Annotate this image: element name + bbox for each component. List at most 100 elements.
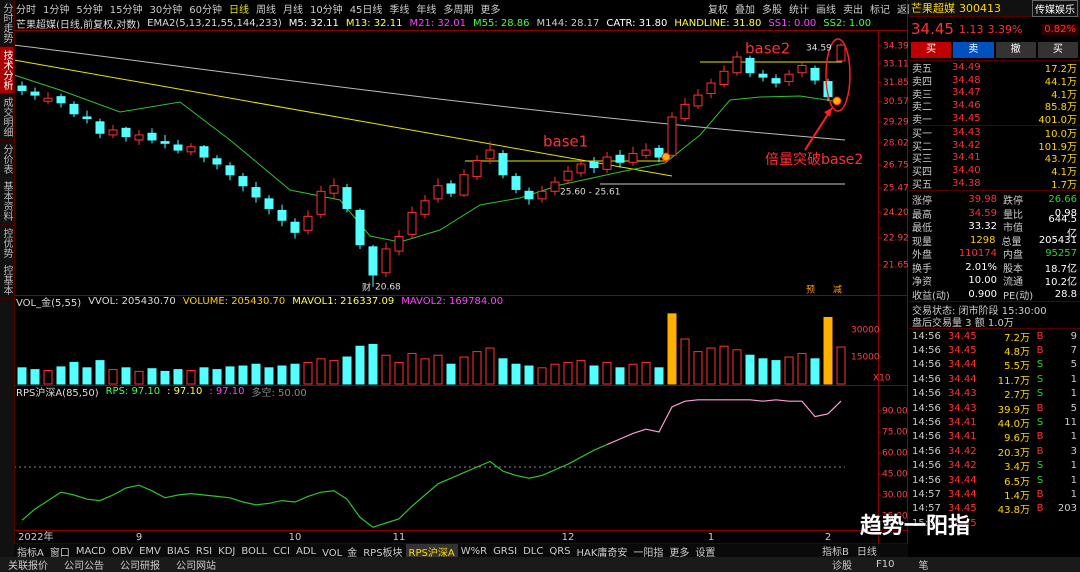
period-tab[interactable]: 年线 — [416, 5, 437, 16]
status-link[interactable]: 关联报价 — [8, 561, 48, 572]
period-tab[interactable]: 周线 — [255, 5, 276, 16]
candle-body — [810, 67, 820, 81]
tool-button[interactable]: 复权 — [708, 5, 728, 16]
tool-button[interactable]: 画线 — [816, 5, 836, 16]
candle-body — [745, 57, 755, 74]
indicator-tab[interactable]: GRSI — [493, 545, 518, 557]
volume-bar — [108, 369, 118, 385]
volume-bar — [550, 363, 560, 385]
annotation: 34.59 — [806, 44, 832, 54]
trade-price: 34.44 — [948, 373, 977, 385]
status-link[interactable]: 公司公告 — [64, 561, 104, 572]
indicator-tab[interactable]: ADL — [295, 545, 317, 557]
period-tab[interactable]: 45日线 — [349, 5, 383, 16]
side-tab[interactable]: 分时走势 — [0, 0, 13, 47]
sector[interactable]: 传媒娱乐 — [1032, 0, 1078, 17]
volume-bar — [420, 358, 430, 385]
stat-row: 收益(动) 0.900 PE(动) 28.8 — [909, 287, 1080, 302]
rps-header: RPS沪深A(85,50) RPS: 97.10: 97.10: 97.10 多空:… — [16, 386, 314, 399]
trade-time: 14:56 — [912, 388, 941, 400]
period-tab[interactable]: 更多 — [480, 5, 501, 16]
side-tab[interactable]: 分价表 — [0, 141, 13, 178]
indicator-tab[interactable]: QRS — [549, 545, 571, 557]
volume-bar — [576, 360, 586, 385]
indicator-tab[interactable]: OBV — [111, 545, 134, 557]
volume-bar — [56, 366, 66, 385]
stat-label: 最低 — [912, 223, 932, 235]
indicator-tab[interactable]: W%R — [460, 545, 488, 557]
side-tab[interactable]: 控基本 — [0, 262, 13, 299]
trade-time: 14:57 — [912, 488, 941, 500]
order-label: 买二 — [912, 141, 932, 153]
chart-bg — [14, 16, 908, 543]
status-link[interactable]: 诊股 — [832, 561, 852, 572]
candle-body — [615, 154, 625, 163]
indicator-tab[interactable]: EMV — [139, 545, 161, 557]
trade-button[interactable]: 卖 — [953, 42, 994, 58]
status-link[interactable]: 公司研报 — [120, 561, 160, 572]
period-tab[interactable]: 日线 — [228, 5, 249, 16]
indicator-tab[interactable]: 更多 — [669, 547, 690, 559]
tool-button[interactable]: 卖出 — [843, 5, 863, 16]
indicator-tab[interactable]: RSI — [195, 545, 213, 557]
indicator-tab[interactable]: 指标B — [822, 546, 849, 558]
period-tab[interactable]: 30分钟 — [149, 5, 183, 16]
indicator-tab[interactable]: 日线 — [856, 546, 877, 558]
tool-button[interactable]: 标记 — [870, 5, 890, 16]
period-tab[interactable]: 分时 — [16, 5, 36, 16]
status-link[interactable]: 笔 — [918, 561, 929, 572]
y-tick-label: 26.75 — [883, 160, 908, 170]
tool-button[interactable]: 统计 — [789, 5, 809, 16]
side-tab[interactable]: 控优势 — [0, 225, 13, 262]
indicator-tab[interactable]: 窗口 — [49, 547, 70, 559]
indicator-tab[interactable]: KDJ — [218, 545, 236, 557]
volume-bar — [628, 363, 638, 385]
status-link[interactable]: 公司网站 — [176, 561, 216, 572]
side-tab[interactable]: 基本资料 — [0, 178, 13, 225]
tool-button[interactable]: 叠加 — [735, 5, 755, 16]
period-tab[interactable]: 5分钟 — [76, 5, 103, 16]
indicator-tab[interactable]: 指标A — [17, 547, 44, 559]
trend-line — [13, 59, 673, 177]
status-link[interactable]: F10 — [876, 559, 895, 570]
indicator-tab[interactable]: 一阳指 — [633, 547, 664, 559]
period-tab[interactable]: 多周期 — [443, 5, 474, 16]
trade-status: 盘后交易量 3 额 1.0万 — [912, 317, 1014, 329]
period-tab[interactable]: 60分钟 — [189, 5, 222, 16]
trade-row: 14:57 34.44 1.4万 B 1 — [909, 487, 1080, 502]
tool-button[interactable]: 多股 — [762, 5, 782, 16]
period-tab[interactable]: 1分钟 — [43, 5, 70, 16]
indicator-tab[interactable]: VOL_金 — [322, 547, 358, 559]
trade-count: 11 — [1064, 417, 1077, 428]
indicator-tab[interactable]: HAK庸奇安 — [576, 547, 628, 559]
indicator-tab[interactable]: RPS板块 — [363, 547, 403, 559]
side-tab[interactable]: 技术分析 — [0, 47, 13, 94]
y-tick-label: 21.65 — [883, 261, 908, 271]
period-tab[interactable]: 15分钟 — [109, 5, 143, 16]
trade-price: 34.45 — [948, 503, 977, 515]
tool-button[interactable]: 返回 — [897, 5, 917, 16]
candle-body — [472, 160, 482, 178]
trade-side: B — [1036, 445, 1044, 457]
period-tab[interactable]: 季线 — [389, 5, 410, 16]
trade-row: 14:56 34.44 5.5万 S 5 — [909, 358, 1080, 372]
indicator-tab[interactable]: CCI — [273, 545, 290, 557]
candle-body — [225, 165, 235, 176]
period-tab[interactable]: 10分钟 — [309, 5, 343, 16]
stat-value: 644.5亿 — [1048, 213, 1077, 240]
indicator-tab[interactable]: MACD — [75, 545, 106, 557]
trade-button[interactable]: 买 — [911, 42, 952, 58]
indicator-tab[interactable]: DLC — [523, 545, 544, 557]
period-tab[interactable]: 月线 — [282, 5, 303, 16]
indicator-value: RPS沪深A(85,50) — [16, 388, 99, 399]
side-tab[interactable]: 成交明细 — [0, 94, 13, 141]
indicator-tab[interactable]: 设置 — [695, 547, 716, 559]
indicator-tab[interactable]: RPS沪深A — [405, 543, 458, 559]
trade-button[interactable]: 撤 — [995, 42, 1036, 58]
change-pct: 3.39% — [987, 22, 1023, 36]
trade-button[interactable]: 买 — [1037, 42, 1078, 58]
candle-body — [43, 97, 53, 102]
indicator-tab[interactable]: BIAS — [166, 545, 190, 557]
candle-body — [277, 209, 287, 221]
indicator-tab[interactable]: BOLL — [241, 545, 268, 557]
